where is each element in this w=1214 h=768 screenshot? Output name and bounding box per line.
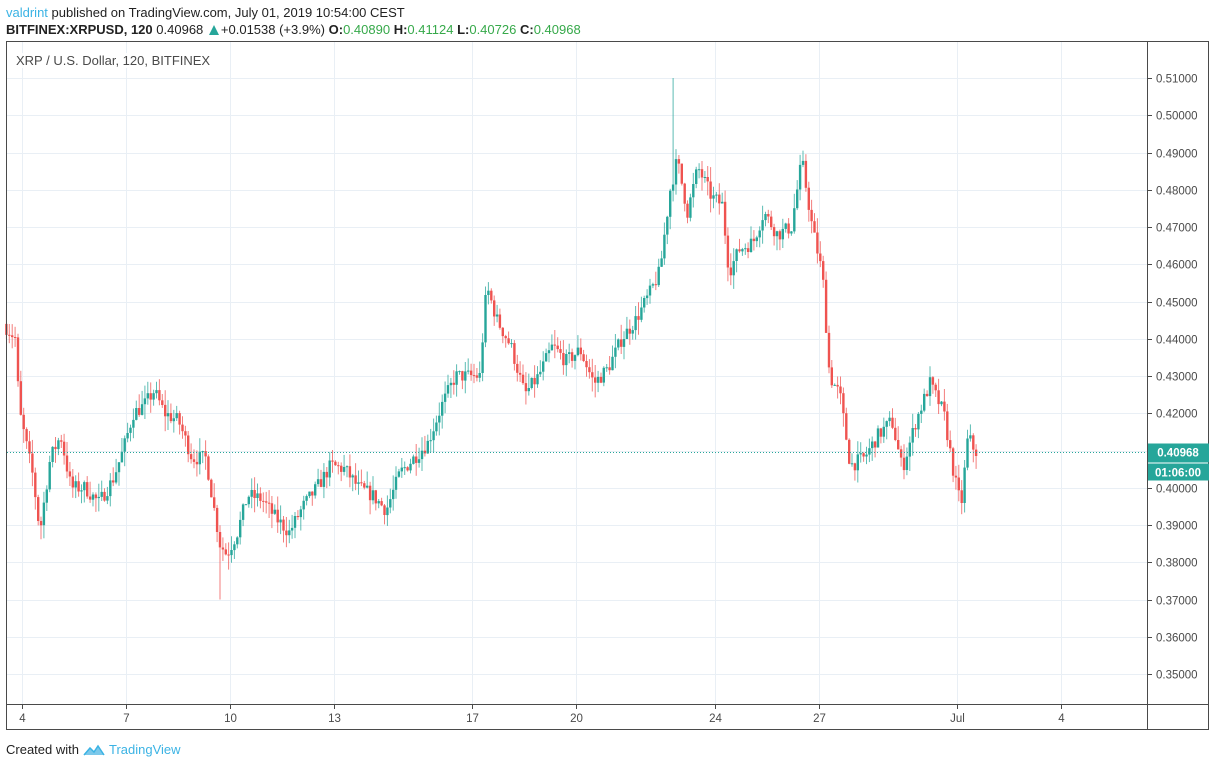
tradingview-logo-icon: [83, 744, 105, 755]
bar-countdown-label: 01:06:00: [1155, 468, 1201, 480]
symbol-quote-line: BITFINEX:XRPUSD, 120 0.40968 +0.01538 (+…: [6, 22, 581, 37]
chart-legend-title: XRP / U.S. Dollar, 120, BITFINEX: [14, 53, 213, 68]
price-tick-label: 0.43000: [1156, 372, 1198, 384]
price-tick-label: 0.48000: [1156, 186, 1198, 198]
price-tick-label: 0.38000: [1156, 558, 1198, 570]
published-text: published on TradingView.com, July 01, 2…: [47, 5, 405, 20]
chart-grid: [7, 42, 1147, 704]
time-tick-label: Jul: [950, 713, 965, 725]
time-tick-label: 7: [123, 713, 129, 725]
current-price-tag: 0.40968 01:06:00: [1148, 443, 1209, 481]
created-with-footer: Created with TradingView: [6, 742, 181, 757]
price-tick-label: 0.45000: [1156, 298, 1198, 310]
candles: [5, 78, 978, 600]
time-tick-label: 24: [709, 713, 722, 725]
time-tick-label: 20: [570, 713, 583, 725]
low-label: L:: [457, 22, 470, 37]
high-value: 0.41124: [407, 22, 454, 37]
time-axis[interactable]: 4 7 10 13 17 20 24 27 Jul 4: [19, 704, 1065, 725]
price-tick-label: 0.49000: [1156, 149, 1198, 161]
close-label: C:: [519, 22, 534, 37]
price-tick-label: 0.39000: [1156, 521, 1198, 533]
chart-axes: [6, 41, 1209, 730]
author-link[interactable]: valdrint: [6, 5, 48, 20]
price-axis[interactable]: 0.51000 0.50000 0.49000 0.48000 0.47000 0.460…: [1147, 74, 1198, 682]
price-tick-label: 0.46000: [1156, 260, 1198, 272]
open-value: 0.40890: [343, 22, 391, 37]
high-label: H:: [393, 22, 408, 37]
price-change: +0.01538 (+3.9%): [220, 22, 325, 37]
symbol-label: BITFINEX:XRPUSD, 120: [6, 22, 153, 37]
publication-info: valdrint published on TradingView.com, J…: [6, 5, 405, 20]
price-tick-label: 0.50000: [1156, 111, 1198, 123]
price-tick-label: 0.47000: [1156, 223, 1198, 235]
time-tick-label: 17: [466, 713, 479, 725]
price-tick-label: 0.37000: [1156, 596, 1198, 608]
price-tick-label: 0.51000: [1156, 74, 1198, 86]
price-tick-label: 0.42000: [1156, 409, 1198, 421]
time-tick-label: 4: [19, 713, 26, 725]
price-tick-label: 0.35000: [1156, 670, 1198, 682]
close-value: 0.40968: [533, 22, 581, 37]
up-arrow-icon: [208, 25, 219, 35]
price-tick-label: 0.44000: [1156, 335, 1198, 347]
low-value: 0.40726: [469, 22, 517, 37]
time-tick-label: 13: [328, 713, 341, 725]
tradingview-brand-link[interactable]: TradingView: [108, 742, 181, 757]
time-tick-label: 10: [224, 713, 237, 725]
last-price: 0.40968: [156, 22, 204, 37]
time-tick-label: 27: [813, 713, 826, 725]
price-tick-label: 0.36000: [1156, 633, 1198, 645]
time-tick-label: 4: [1058, 713, 1065, 725]
current-price-label: 0.40968: [1157, 448, 1199, 460]
price-tick-label: 0.40000: [1156, 484, 1198, 496]
created-with-text: Created with: [6, 742, 79, 757]
open-label: O:: [328, 22, 344, 37]
